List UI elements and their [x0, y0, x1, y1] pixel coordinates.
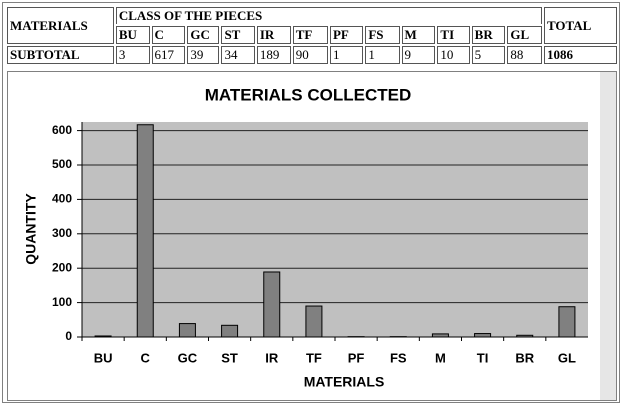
- class-header: TI: [437, 26, 470, 44]
- class-header: IR: [256, 26, 291, 44]
- value-cell: 5: [471, 46, 506, 64]
- y-tick-label: 600: [52, 123, 72, 137]
- subtotal-row: SUBTOTAL 3 617 39 34 189 90 1 1 9 10 5 88 1086: [7, 46, 617, 64]
- bar: [474, 333, 492, 338]
- header-cell: MATERIALS: [7, 7, 114, 44]
- x-tick-label: TF: [306, 350, 322, 365]
- value-cell: 3: [115, 46, 150, 64]
- class-header: PF: [329, 26, 364, 44]
- x-tick-label: M: [435, 350, 446, 365]
- x-tick-label: FS: [390, 350, 407, 365]
- bar: [136, 124, 154, 338]
- x-tick-label: C: [141, 350, 151, 365]
- summary-table: MATERIALS CLASS OF THE PIECES TOTAL BU C G…: [5, 5, 619, 66]
- x-tick-label: BR: [515, 350, 534, 365]
- chart-box: MATERIALS COLLECTED MATERIALS QUANTITY 0…: [7, 71, 617, 401]
- y-tick-label: 400: [52, 192, 72, 206]
- value-cell: 34: [221, 46, 255, 64]
- x-axis-label: MATERIALS: [304, 374, 385, 390]
- bar: [558, 306, 576, 338]
- x-tick-label: TI: [477, 350, 489, 365]
- value-cell: 9: [401, 46, 436, 64]
- bar: [431, 333, 449, 338]
- value-cell: 1: [329, 46, 364, 64]
- header-cell: CLASS OF THE PIECES: [115, 7, 542, 24]
- class-row: BU C GC ST IR TF PF FS M TI BR GL: [7, 26, 617, 44]
- y-tick-label: 0: [65, 329, 72, 343]
- class-header: FS: [365, 26, 400, 44]
- x-tick-label: ST: [221, 350, 238, 365]
- header-cell: TOTAL: [543, 7, 617, 44]
- bar: [305, 305, 323, 338]
- y-tick-label: 100: [52, 295, 72, 309]
- x-tick-label: PF: [348, 350, 365, 365]
- bar: [178, 323, 196, 338]
- value-cell: 88: [507, 46, 542, 64]
- bar: [221, 324, 239, 338]
- page: MATERIALS CLASS OF THE PIECES TOTAL BU C G…: [2, 2, 620, 403]
- y-axis-label: QUANTITY: [23, 193, 39, 265]
- class-header: ST: [221, 26, 255, 44]
- value-cell: 189: [256, 46, 291, 64]
- class-header: M: [401, 26, 436, 44]
- bar: [516, 334, 534, 338]
- value-cell: 39: [187, 46, 220, 64]
- class-header: BU: [115, 26, 150, 44]
- class-header: GC: [187, 26, 220, 44]
- x-tick-label: BU: [94, 350, 113, 365]
- x-tick-label: GL: [558, 350, 576, 365]
- total-cell: 1086: [543, 46, 617, 64]
- x-tick-label: GC: [178, 350, 198, 365]
- y-tick-label: 200: [52, 260, 72, 274]
- side-strip: [600, 72, 616, 400]
- class-header: BR: [471, 26, 506, 44]
- chart-title: MATERIALS COLLECTED: [205, 85, 412, 104]
- bar: [94, 335, 112, 338]
- row-label: SUBTOTAL: [7, 46, 114, 64]
- chart: MATERIALS COLLECTED MATERIALS QUANTITY 0…: [23, 72, 616, 400]
- value-cell: 10: [437, 46, 470, 64]
- y-tick-label: 500: [52, 157, 72, 171]
- class-header: TF: [292, 26, 328, 44]
- plot-area: [82, 122, 588, 337]
- value-cell: 1: [365, 46, 400, 64]
- x-tick-label: IR: [265, 350, 279, 365]
- value-cell: 617: [151, 46, 186, 64]
- bar: [263, 271, 281, 338]
- class-header: GL: [507, 26, 542, 44]
- value-cell: 90: [292, 46, 328, 64]
- y-tick-label: 300: [52, 226, 72, 240]
- class-header: C: [151, 26, 186, 44]
